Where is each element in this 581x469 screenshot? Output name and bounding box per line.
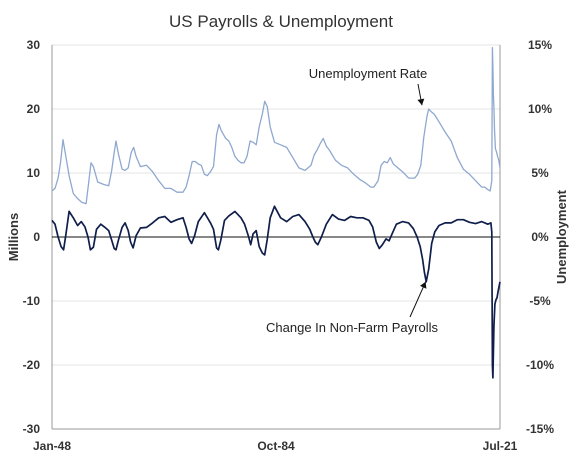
x-tick-label: Jul-21 (483, 439, 518, 453)
x-axis-ticks: Jan-48 Oct-84 Jul-21 (33, 439, 518, 453)
left-tick-label: 0 (33, 230, 40, 244)
annotation-unemployment-rate: Unemployment Rate (309, 66, 428, 81)
annotation-arrowhead (417, 98, 425, 106)
unemployment-rate-line (51, 46, 501, 205)
left-tick-label: 10 (27, 166, 41, 180)
annotation-arrow-line (409, 281, 427, 318)
annotation-nonfarm-payrolls: Change In Non-Farm Payrolls (266, 320, 438, 335)
left-tick-label: 30 (27, 38, 41, 52)
right-tick-label: 0% (531, 230, 549, 244)
right-tick-label: -15% (526, 422, 554, 436)
right-tick-label: 10% (528, 102, 552, 116)
left-axis-ticks: 30 20 10 0 -10 -20 -30 (23, 38, 41, 436)
x-tick-label: Oct-84 (257, 439, 295, 453)
chart-title: US Payrolls & Unemployment (169, 12, 393, 31)
right-tick-label: -5% (529, 294, 551, 308)
series-group (51, 46, 501, 379)
left-tick-label: -30 (23, 422, 41, 436)
left-axis-label: Millions (6, 213, 21, 261)
left-tick-label: -10 (23, 294, 41, 308)
right-axis-ticks: 15% 10% 5% 0% -5% -10% -15% (526, 38, 554, 436)
nonfarm-payrolls-line (51, 205, 501, 379)
annotations: Unemployment Rate Change In Non-Farm Payr… (266, 66, 438, 335)
left-tick-label: 20 (27, 102, 41, 116)
right-tick-label: 5% (531, 166, 549, 180)
left-tick-label: -20 (23, 358, 41, 372)
right-tick-label: 15% (528, 38, 552, 52)
x-tick-label: Jan-48 (33, 439, 71, 453)
annotation-arrowhead (420, 281, 427, 289)
right-tick-label: -10% (526, 358, 554, 372)
right-axis-label: Unemployment (554, 189, 569, 284)
